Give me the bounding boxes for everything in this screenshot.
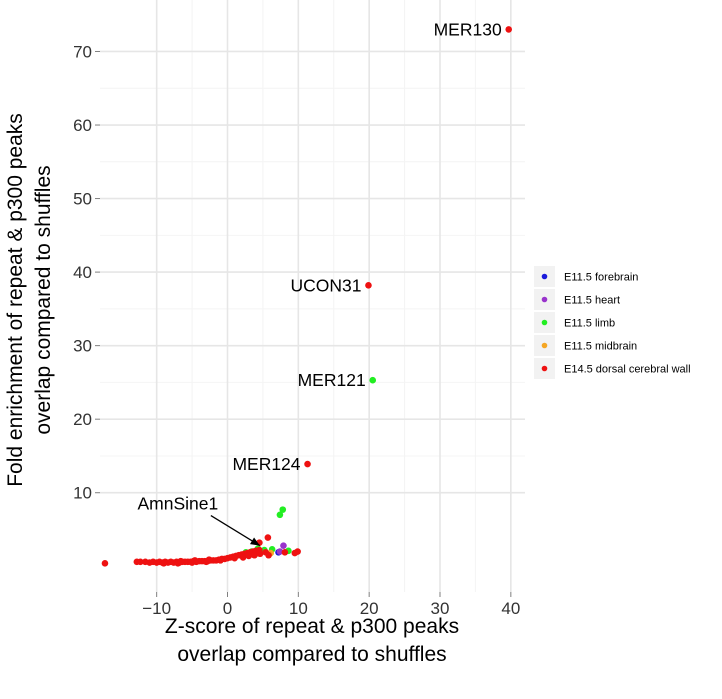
x-tick-label: 40 <box>501 599 520 618</box>
y-tick-label: 50 <box>73 190 92 209</box>
x-axis-title-line2: overlap compared to shuffles <box>177 643 446 666</box>
annotation-label: AmnSine1 <box>138 494 219 514</box>
legend-swatch <box>541 273 548 280</box>
data-point <box>291 549 299 557</box>
annotation-label: MER121 <box>298 370 366 390</box>
data-point <box>304 460 311 468</box>
y-axis-title-line1: Fold enrichment of repeat & p300 peaks <box>4 113 27 487</box>
annotation-arrow-head <box>249 537 260 546</box>
x-tick-label: 10 <box>289 599 308 618</box>
legend-swatch <box>541 342 548 349</box>
data-point <box>101 560 109 567</box>
legend-swatch <box>541 365 548 372</box>
x-tick-label: 0 <box>223 599 232 618</box>
data-point <box>276 548 284 555</box>
legend-label: E11.5 forebrain <box>564 272 638 284</box>
data-point <box>251 551 258 559</box>
x-axis-title-line1: Z-score of repeat & p300 peaks <box>165 615 459 638</box>
legend-label: E11.5 limb <box>564 318 615 330</box>
data-point <box>205 556 213 563</box>
grid-minor <box>100 0 525 592</box>
annotation-arrow <box>210 515 261 547</box>
annotation-label: UCON31 <box>290 275 361 295</box>
annotation-label: MER130 <box>434 19 502 39</box>
data-point <box>231 554 238 562</box>
data-point <box>191 557 199 564</box>
y-tick-label: 10 <box>73 484 92 503</box>
y-tick-label: 40 <box>73 263 92 282</box>
legend-swatch <box>541 296 548 303</box>
data-point <box>279 506 287 513</box>
annotation-arrow-line <box>210 515 261 547</box>
legend-label: E14.5 dorsal cerebral wall <box>564 364 691 376</box>
data-point <box>365 282 372 289</box>
y-tick-label: 30 <box>73 337 92 356</box>
data-point <box>177 557 185 565</box>
y-tick-label: 20 <box>73 410 92 429</box>
data-point <box>264 534 272 541</box>
data-point <box>369 376 377 384</box>
data-point <box>276 511 284 519</box>
data-point <box>217 557 224 564</box>
legend-swatch <box>541 319 548 326</box>
y-tick-label: 60 <box>73 116 92 135</box>
x-tick-label: 30 <box>431 599 450 618</box>
data-point <box>160 560 168 567</box>
x-axis-ticks: −10 0 10 20 30 40 <box>142 592 520 618</box>
data-point <box>137 558 144 566</box>
data-point <box>256 550 264 558</box>
point-annotations: MER130 UCON31 MER121 MER124 AmnSine1 <box>138 19 502 513</box>
y-tick-label: 70 <box>73 42 92 61</box>
legend: E11.5 forebrain E11.5 heart E11.5 limb E11.… <box>534 266 691 379</box>
data-point <box>265 551 272 559</box>
data-point <box>505 26 513 33</box>
y-axis-ticks: 10 20 30 40 50 60 70 <box>73 42 100 503</box>
y-axis-title-line2: overlap compared to shuffles <box>32 165 55 434</box>
annotation-label: MER124 <box>232 454 300 474</box>
data-point <box>245 552 253 560</box>
data-point <box>239 554 247 561</box>
legend-label: E11.5 heart <box>564 295 620 307</box>
data-point <box>280 542 287 549</box>
x-tick-label: 20 <box>360 599 379 618</box>
data-point <box>281 548 289 556</box>
data-points <box>101 26 513 567</box>
grid-major <box>100 0 525 592</box>
x-tick-label: −10 <box>142 599 171 618</box>
legend-label: E11.5 midbrain <box>564 341 637 353</box>
